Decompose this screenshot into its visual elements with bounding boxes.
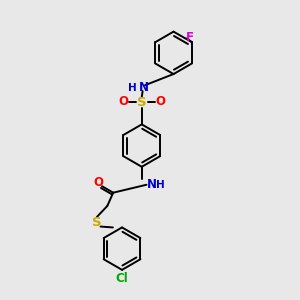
- Text: S: S: [92, 216, 102, 229]
- Text: O: O: [94, 176, 103, 189]
- Text: H: H: [128, 82, 137, 93]
- Text: O: O: [155, 95, 165, 108]
- Text: N: N: [139, 81, 149, 94]
- Text: S: S: [137, 96, 147, 109]
- Text: N: N: [147, 178, 157, 191]
- Text: Cl: Cl: [116, 272, 128, 285]
- Text: H: H: [157, 180, 165, 190]
- Text: O: O: [118, 95, 128, 108]
- Text: F: F: [186, 31, 194, 44]
